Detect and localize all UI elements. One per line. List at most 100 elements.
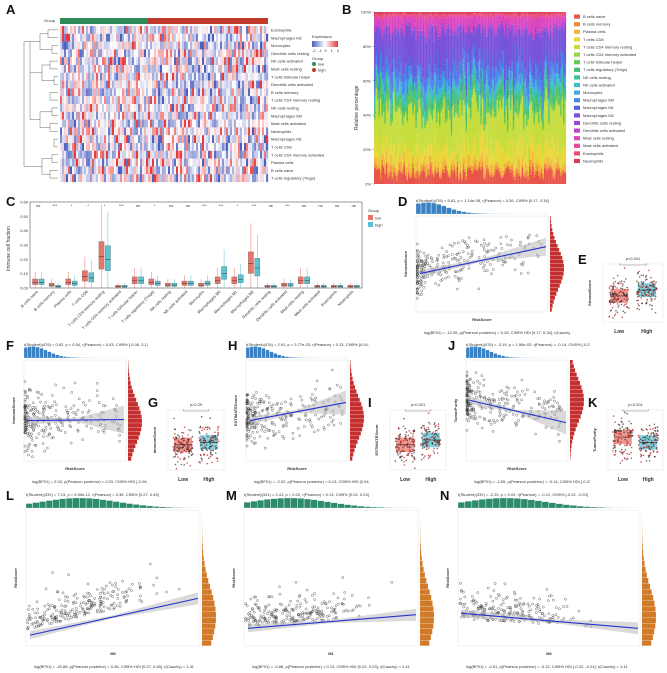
heatmap-cell	[104, 26, 107, 34]
b-bar-segment	[418, 80, 420, 84]
b-bar-segment	[548, 86, 550, 93]
b-bar-segment	[438, 127, 441, 149]
heatmap-cell	[194, 26, 197, 34]
b-bar-segment	[534, 12, 537, 14]
b-bar-segment	[524, 115, 527, 157]
b-bar-segment	[456, 33, 459, 36]
b-bar-segment	[441, 107, 444, 110]
b-bar-segment	[390, 165, 392, 172]
b-bar-segment	[381, 36, 383, 39]
b-bar-segment	[405, 80, 407, 84]
b-bar-segment	[376, 168, 379, 170]
heatmap-cell	[228, 166, 231, 175]
heatmap-cell	[152, 127, 155, 136]
heatmap-cell	[156, 150, 159, 159]
b-bar-segment	[468, 25, 471, 29]
heatmap-cell	[70, 26, 73, 34]
b-bar-segment	[501, 20, 503, 22]
heatmap-cell	[94, 26, 97, 34]
b-bar-segment	[542, 173, 544, 178]
b-bar-segment	[484, 84, 487, 90]
heatmap-cell	[262, 80, 265, 89]
heatmap-cell	[208, 57, 211, 66]
heatmap-cell	[244, 49, 247, 58]
b-bar-segment	[530, 57, 533, 66]
heatmap-cell	[62, 41, 65, 50]
b-bar-segment	[412, 14, 414, 18]
heatmap-cell	[184, 26, 187, 34]
b-bar-segment	[449, 121, 451, 150]
b-bar-segment	[456, 28, 459, 34]
heatmap-cell	[80, 158, 83, 167]
b-bar-segment	[452, 12, 454, 15]
b-bar-segment	[520, 86, 522, 89]
heatmap-cell	[114, 127, 117, 136]
heatmap-cell	[224, 96, 227, 105]
b-bar-segment	[521, 36, 524, 48]
b-bar-segment	[539, 173, 541, 179]
heatmap-cell	[172, 158, 175, 167]
b-bar-segment	[517, 115, 519, 119]
b-bar-segment	[534, 152, 537, 163]
heatmap-cell	[66, 96, 69, 105]
heatmap-cell	[72, 143, 75, 151]
heatmap-cell	[124, 135, 127, 144]
b-bar-segment	[430, 14, 432, 16]
b-bar-segment	[474, 33, 477, 44]
b-bar-segment	[492, 110, 494, 150]
heatmap-cell	[72, 33, 75, 42]
heatmap-cell	[252, 104, 255, 112]
b-bar-segment	[560, 27, 562, 30]
heatmap-cell	[102, 174, 105, 183]
heatmap-cell	[154, 57, 157, 66]
b-bar-segment	[564, 74, 567, 79]
heatmap-cell	[188, 65, 191, 73]
heatmap-cell	[106, 111, 109, 120]
b-bar-segment	[425, 18, 428, 23]
b-bar-segment	[444, 12, 447, 15]
heatmap-cell	[132, 49, 135, 58]
b-bar-segment	[511, 22, 513, 25]
b-bar-segment	[517, 102, 519, 116]
heatmap-cell	[150, 158, 153, 167]
b-bar-segment	[546, 140, 549, 159]
heatmap-cell	[74, 26, 77, 34]
heatmap-cell	[192, 72, 195, 81]
b-bar-segment	[418, 13, 420, 16]
b-bar-segment	[437, 39, 440, 53]
b-bar-segment	[478, 13, 481, 16]
b-bar-segment	[475, 92, 478, 96]
b-bar-segment	[503, 124, 506, 154]
b-bar-segment	[385, 93, 388, 101]
heatmap-cell	[184, 104, 187, 112]
b-bar-segment	[402, 169, 404, 174]
heatmap-cell	[172, 127, 175, 136]
b-bar-segment	[542, 16, 544, 27]
b-bar-segment	[530, 15, 533, 17]
b-bar-segment	[555, 12, 558, 14]
heatmap-cell	[210, 65, 213, 73]
b-bar-segment	[495, 66, 497, 86]
b-bar-segment	[385, 135, 388, 151]
heatmap-cell	[68, 41, 71, 50]
b-bar-segment	[477, 48, 479, 63]
b-bar-segment	[427, 163, 429, 169]
b-bar-segment	[490, 139, 493, 165]
b-bar-segment	[534, 23, 537, 26]
heatmap-cell	[218, 166, 221, 175]
heatmap-cell	[124, 150, 127, 159]
heatmap-cell	[228, 41, 231, 50]
heatmap-cell	[190, 166, 193, 175]
b-bar-segment	[412, 163, 414, 168]
b-bar-segment	[489, 116, 491, 156]
heatmap-cell	[228, 88, 231, 97]
b-bar-segment	[431, 95, 434, 101]
heatmap-cell	[234, 143, 237, 151]
b-bar-segment	[471, 77, 474, 82]
b-bar-segment	[436, 29, 438, 65]
heatmap-cell	[204, 65, 207, 73]
heatmap-cell	[108, 72, 111, 81]
b-bar-segment	[375, 29, 378, 45]
b-bar-segment	[526, 165, 528, 171]
heatmap-cell	[62, 26, 65, 34]
